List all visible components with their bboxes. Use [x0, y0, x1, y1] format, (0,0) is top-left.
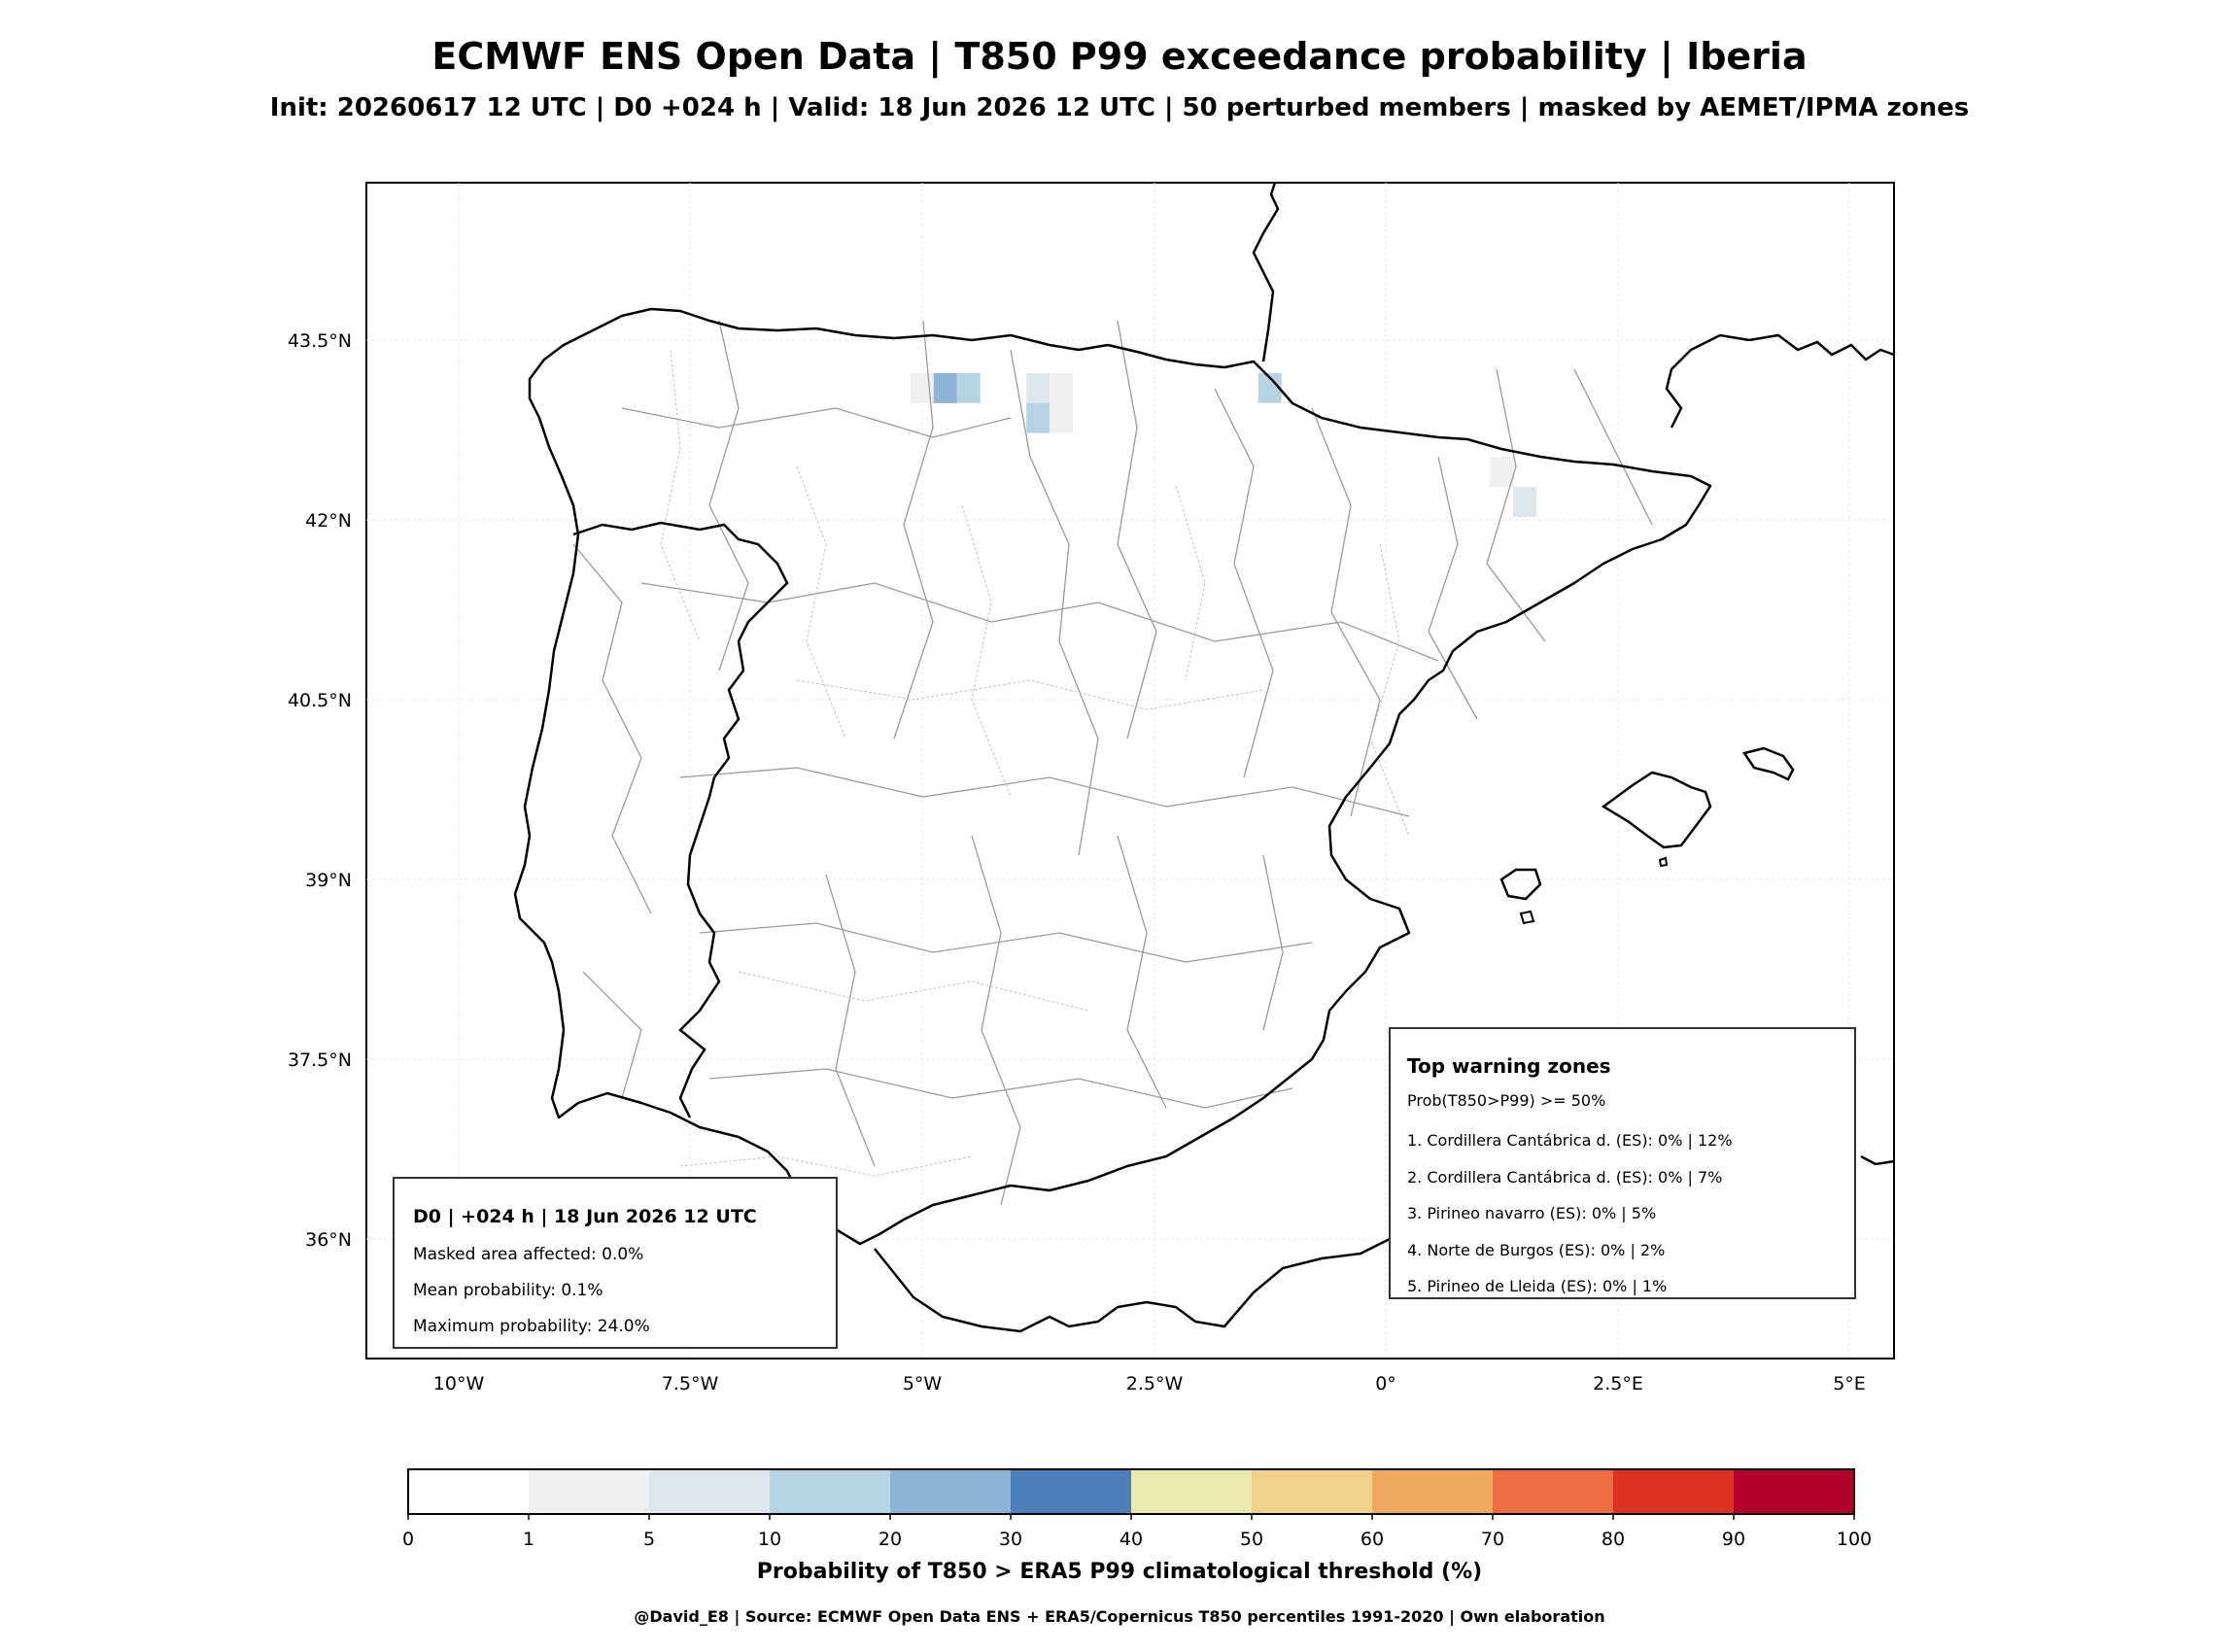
colorbar-segment-10	[1613, 1469, 1735, 1514]
warning-box-subtitle: Prob(T850>P99) >= 50%	[1407, 1091, 1605, 1110]
warning-zone-5: 5. Pirineo de Lleida (ES): 0% | 1%	[1407, 1277, 1667, 1295]
probability-cell-6	[1050, 402, 1074, 433]
colorbar-segment-5	[1011, 1469, 1132, 1514]
probability-cell-9	[1513, 487, 1537, 517]
colorbar-tick-label-0: 0	[401, 1529, 415, 1550]
mediterranean-coast-france	[1665, 333, 1895, 429]
map-title: ECMWF ENS Open Data | T850 P99 exceedanc…	[431, 35, 1808, 78]
colorbar-segment-11	[1734, 1469, 1855, 1514]
colorbar-segment-3	[770, 1469, 891, 1514]
ibiza-island	[1499, 868, 1542, 901]
colorbar-tick-label-11: 90	[1721, 1529, 1746, 1550]
probability-cell-4	[1050, 372, 1074, 403]
warning-zone-3: 3. Pirineo navarro (ES): 0% | 5%	[1407, 1204, 1656, 1222]
colorbar-tick-label-10: 80	[1601, 1529, 1626, 1550]
formentera-island	[1519, 910, 1535, 925]
summary-box: D0 | +024 h | 18 Jun 2026 12 UTC Masked …	[393, 1177, 838, 1349]
colorbar-tick-label-9: 70	[1480, 1529, 1505, 1550]
warning-zone-1: 1. Cordillera Cantábrica d. (ES): 0% | 1…	[1407, 1131, 1733, 1150]
warning-zone-4: 4. Norte de Burgos (ES): 0% | 2%	[1407, 1241, 1665, 1259]
menorca-island	[1741, 746, 1795, 781]
probability-cell-2	[956, 372, 981, 403]
colorbar-tick-label-12: 100	[1836, 1529, 1873, 1550]
colorbar-segment-6	[1131, 1469, 1253, 1514]
colorbar-segment-9	[1493, 1469, 1614, 1514]
zone-subborders	[660, 349, 1410, 1177]
probability-cell-5	[1026, 402, 1051, 433]
lat-label-40-5: 40.5°N	[288, 690, 352, 711]
colorbar-tick-label-6: 40	[1119, 1529, 1144, 1550]
colorbar-tick-label-7: 50	[1239, 1529, 1264, 1550]
warning-box-title: Top warning zones	[1407, 1054, 1611, 1078]
mallorca-island	[1601, 771, 1712, 849]
zone-borders	[572, 320, 1653, 1206]
colorbar-tick-label-5: 30	[998, 1529, 1023, 1550]
summary-box-title: D0 | +024 h | 18 Jun 2026 12 UTC	[413, 1206, 757, 1227]
colorbar-tick-label-1: 1	[522, 1529, 535, 1550]
colorbar-segment-8	[1372, 1469, 1494, 1514]
summary-masked-area: Masked area affected: 0.0%	[413, 1245, 643, 1264]
source-credit: @David_E8 | Source: ECMWF Open Data ENS …	[634, 1607, 1605, 1626]
colorbar-segment-2	[649, 1469, 771, 1514]
lon-label-7-5w: 7.5°W	[662, 1373, 719, 1394]
summary-max-probability: Maximum probability: 24.0%	[413, 1317, 650, 1336]
probability-cell-3	[1026, 372, 1051, 403]
lon-label-2-5e: 2.5°E	[1593, 1373, 1643, 1394]
iberia-coastline	[513, 307, 1712, 1246]
probability-cell-1	[933, 372, 957, 403]
lon-label-5w: 5°W	[903, 1373, 943, 1394]
right-edge-coast	[1860, 1154, 1895, 1166]
lon-label-2-5w: 2.5°W	[1126, 1373, 1184, 1394]
lat-label-39: 39°N	[305, 870, 352, 891]
lat-tick-labels: 43.5°N 42°N 40.5°N 39°N 37.5°N 36°N	[288, 330, 352, 1251]
colorbar	[407, 1469, 1855, 1520]
lat-label-43-5: 43.5°N	[288, 330, 352, 352]
colorbar-segment-4	[890, 1469, 1012, 1514]
lon-label-10w: 10°W	[433, 1373, 485, 1394]
warning-zones-box: Top warning zones Prob(T850>P99) >= 50% …	[1389, 1027, 1856, 1299]
africa-coastline	[874, 1223, 1439, 1333]
france-coastline	[1252, 182, 1280, 362]
lon-tick-labels: 10°W 7.5°W 5°W 2.5°W 0° 2.5°E 5°E	[433, 1373, 1866, 1394]
warning-zone-2: 2. Cordillera Cantábrica d. (ES): 0% | 7…	[1407, 1168, 1722, 1187]
colorbar-tick-label-4: 20	[878, 1529, 903, 1550]
colorbar-tick-label-8: 60	[1360, 1529, 1385, 1550]
colorbar-segment-1	[529, 1469, 650, 1514]
cabrera-island	[1658, 856, 1669, 868]
colorbar-segment-7	[1252, 1469, 1373, 1514]
lon-label-5e: 5°E	[1833, 1373, 1866, 1394]
lat-label-36: 36°N	[305, 1229, 352, 1251]
colorbar-segment-0	[408, 1469, 530, 1514]
lat-label-37-5: 37.5°N	[288, 1050, 352, 1071]
summary-mean-probability: Mean probability: 0.1%	[413, 1281, 603, 1300]
map-subtitle: Init: 20260617 12 UTC | D0 +024 h | Vali…	[269, 93, 1970, 122]
lon-label-0: 0°	[1375, 1373, 1396, 1394]
colorbar-label: Probability of T850 > ERA5 P99 climatolo…	[756, 1560, 1483, 1584]
lat-label-42: 42°N	[305, 510, 352, 532]
colorbar-tick-label-3: 10	[757, 1529, 782, 1550]
colorbar-tick-label-2: 5	[642, 1529, 656, 1550]
colorbar-frame	[407, 1468, 1855, 1515]
portugal-spain-border	[572, 521, 789, 1119]
probability-cell-8	[1490, 457, 1514, 488]
